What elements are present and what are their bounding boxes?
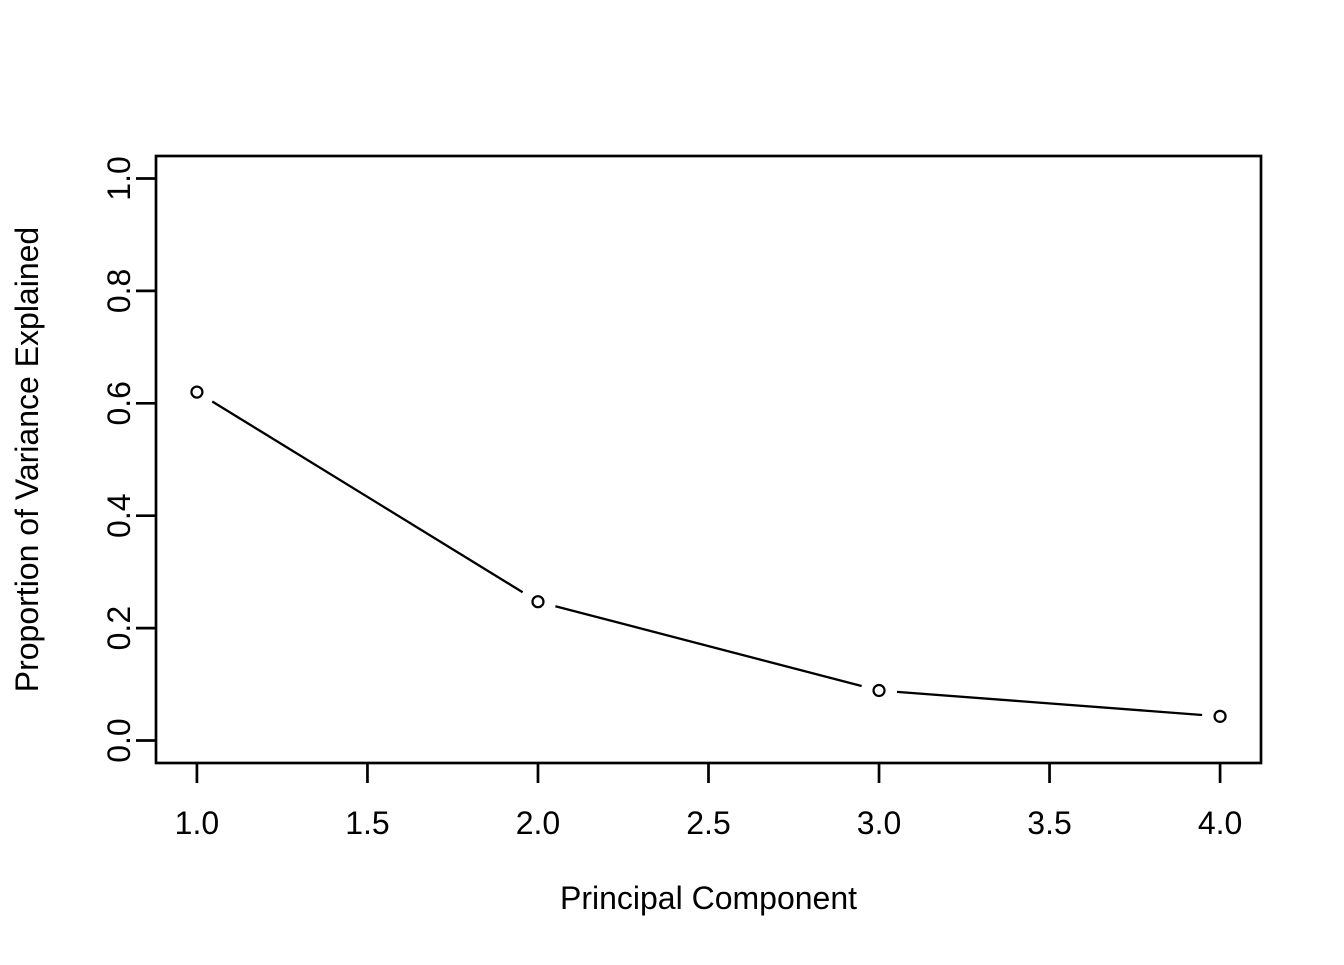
x-axis-title: Principal Component xyxy=(560,880,857,916)
y-tick-label: 1.0 xyxy=(101,156,137,200)
y-tick-label: 0.0 xyxy=(101,718,137,762)
data-point-marker xyxy=(531,595,545,609)
data-point-marker xyxy=(1213,709,1227,723)
x-tick-label: 2.0 xyxy=(516,805,560,841)
data-point-marker xyxy=(872,683,886,698)
data-line-segment xyxy=(896,690,1203,717)
y-tick-label: 0.2 xyxy=(101,606,137,650)
y-tick-label: 0.6 xyxy=(101,381,137,425)
x-tick-label: 3.5 xyxy=(1027,805,1071,841)
x-tick-label: 1.0 xyxy=(175,805,219,841)
x-tick-label: 3.0 xyxy=(857,805,901,841)
x-tick-label: 1.5 xyxy=(345,805,389,841)
x-tick-label: 2.5 xyxy=(686,805,730,841)
data-line-segment xyxy=(555,605,862,688)
data-point-marker xyxy=(190,385,204,399)
x-tick-label: 4.0 xyxy=(1198,805,1242,841)
y-tick-label: 0.4 xyxy=(101,493,137,537)
y-axis-title: Proportion of Variance Explained xyxy=(9,227,45,692)
plot-box xyxy=(154,154,1263,765)
y-tick-label: 0.8 xyxy=(101,269,137,313)
data-line-segment xyxy=(211,400,524,594)
